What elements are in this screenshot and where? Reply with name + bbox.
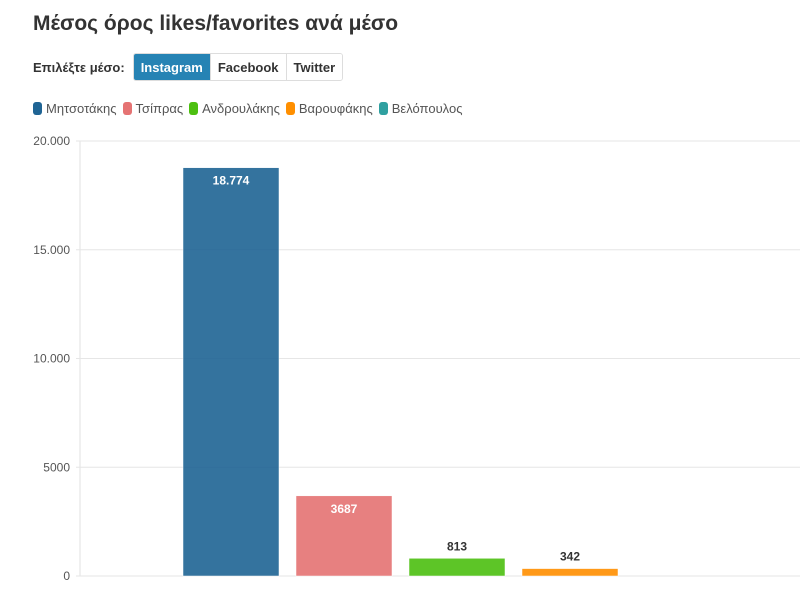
legend-swatch [189, 102, 199, 115]
legend-swatch [33, 102, 42, 115]
twitter-button[interactable]: Twitter [285, 54, 343, 80]
y-tick-label: 20.000 [33, 134, 70, 148]
chart-title: Μέσος όρος likes/favorites ανά μέσο [33, 12, 399, 35]
bar-1 [182, 167, 280, 577]
data-label: 813 [447, 539, 467, 553]
legend-label: Μητσοτάκης [46, 101, 117, 116]
legend-label: Βελόπουλος [391, 101, 463, 116]
legend-label: Τσίπρας [135, 101, 184, 116]
bar-4 [521, 568, 619, 577]
data-label: 342 [560, 550, 580, 564]
y-tick-label: 10.000 [33, 352, 70, 366]
legend-item[interactable]: Τσίπρας [122, 101, 184, 116]
legend-swatch [285, 102, 295, 115]
legend-label: Βαρουφάκης [298, 101, 373, 116]
bar-2 [295, 495, 393, 577]
y-tick-label: 15.000 [33, 243, 70, 257]
legend-swatch [378, 102, 388, 115]
facebook-button[interactable]: Facebook [209, 54, 286, 80]
legend-swatch [122, 102, 132, 115]
legend-item[interactable]: Βελόπουλος [378, 101, 463, 116]
data-label: 3687 [331, 502, 358, 516]
legend-label: Ανδρουλάκης [202, 101, 280, 116]
bar-3 [408, 558, 506, 577]
legend-item[interactable]: Ανδρουλάκης [189, 101, 280, 116]
y-tick-label: 0 [63, 569, 70, 583]
legend: Μητσοτάκης Τσίπρας Ανδρουλάκης Βαρουφάκης Βε… [33, 101, 468, 116]
y-tick-label: 5000 [43, 460, 70, 474]
media-selector-label: Επιλέξτε μέσο: [33, 59, 125, 75]
instagram-button[interactable]: Instagram [133, 54, 210, 80]
legend-item[interactable]: Μητσοτάκης [33, 101, 117, 116]
data-label: 18.774 [213, 174, 250, 188]
media-selector: Επιλέξτε μέσο: Instagram Facebook Twitte… [33, 53, 344, 81]
legend-item[interactable]: Βαρουφάκης [285, 101, 373, 116]
